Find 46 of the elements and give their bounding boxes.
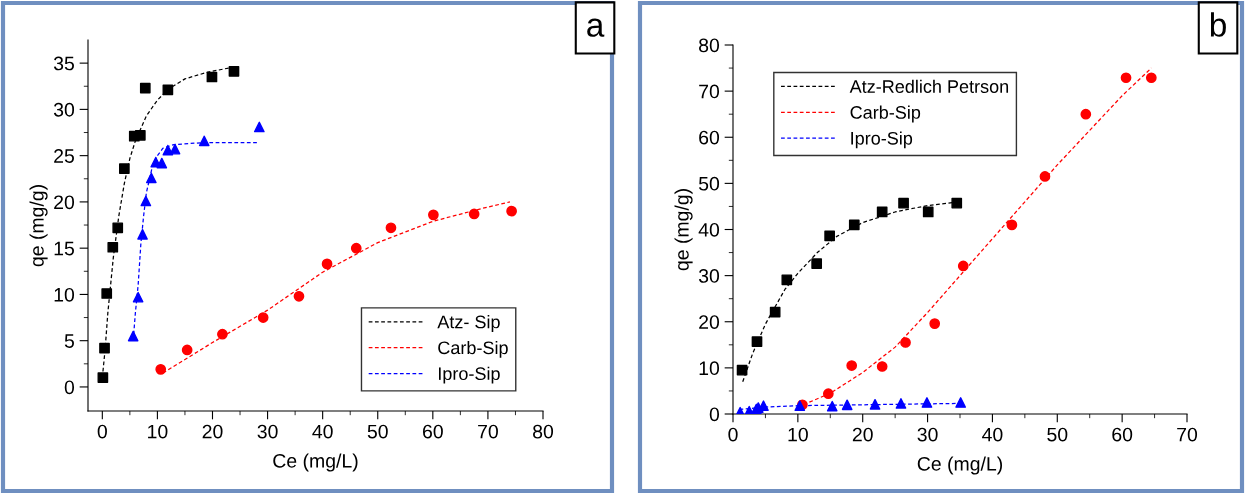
- text: b: [1210, 12, 1226, 37]
- text: a: [587, 18, 605, 37]
- x-tick-label: 50: [1047, 427, 1068, 442]
- y-tick-label: 25: [54, 149, 74, 163]
- x-tick-label: 40: [312, 424, 333, 439]
- y-tick-label: 30: [698, 269, 720, 283]
- y-tick-label: 30: [53, 102, 75, 117]
- x-axis-title: Ce (mg/L): [917, 456, 1003, 475]
- x-tick-label: 60: [1112, 427, 1133, 442]
- x-tick-label: 80: [533, 424, 554, 439]
- legend-label: Carb-Sip: [850, 105, 921, 123]
- y-axis-title: qe (mg/g): [674, 189, 693, 271]
- x-tick-label: 20: [852, 427, 873, 442]
- x-tick-label: 70: [478, 424, 498, 439]
- y-tick-label: 60: [699, 130, 720, 145]
- legend-label: Atz- Sip: [437, 315, 500, 332]
- y-tick-label: 20: [54, 195, 75, 210]
- x-tick-label: 60: [423, 424, 443, 439]
- x-tick-label: 20: [202, 424, 223, 439]
- y-tick-label: 20: [699, 315, 720, 329]
- x-tick-label: 50: [367, 424, 388, 439]
- x-tick-label: 70: [1177, 427, 1198, 442]
- x-tick-label: 30: [917, 427, 938, 442]
- x-tick-label: 10: [148, 424, 168, 439]
- y-tick-label: 15: [54, 241, 74, 256]
- y-tick-label: 10: [699, 361, 720, 376]
- legend-label: Ipro-Sip: [851, 131, 913, 149]
- x-tick-label: 40: [982, 427, 1003, 442]
- legend-label: Ipro-Sip: [438, 366, 500, 384]
- y-tick-label: 35: [53, 56, 74, 71]
- legend-label: Carb-Sip: [438, 340, 508, 358]
- x-tick-label: 0: [728, 427, 738, 442]
- y-axis-title: qe (mg/g): [29, 185, 48, 267]
- y-tick-label: 10: [54, 287, 75, 302]
- x-axis-title: Ce (mg/L): [273, 453, 358, 472]
- y-tick-label: 0: [64, 380, 75, 395]
- x-tick-label: 30: [257, 424, 278, 439]
- y-tick-label: 0: [709, 407, 720, 422]
- legend-label: Atz-Redlich Petrson: [849, 79, 1009, 93]
- y-tick-label: 50: [698, 176, 720, 191]
- y-tick-label: 70: [699, 84, 720, 99]
- y-tick-label: 5: [64, 334, 74, 348]
- y-tick-label: 80: [699, 38, 720, 53]
- y-tick-label: 40: [698, 222, 720, 237]
- x-tick-label: 0: [97, 424, 107, 439]
- x-tick-label: 10: [788, 427, 808, 442]
